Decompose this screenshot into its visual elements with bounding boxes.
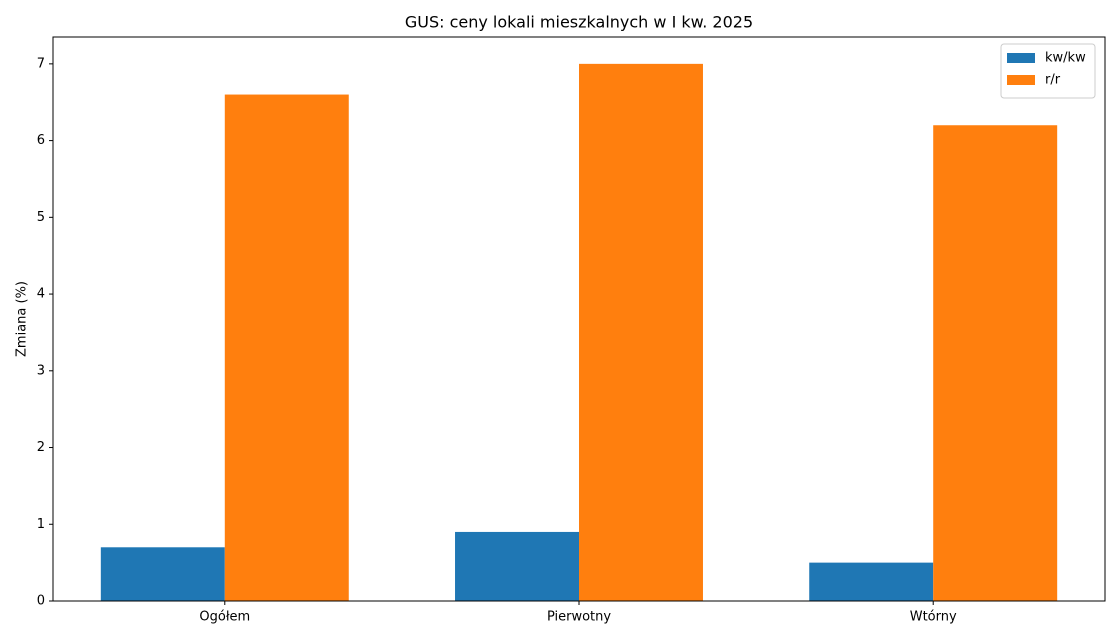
bar [809, 562, 934, 601]
bar [933, 125, 1058, 601]
x-tick-label: Ogółem [199, 610, 250, 625]
y-tick-label: 1 [37, 517, 45, 532]
bar [224, 94, 349, 601]
bar [455, 531, 579, 601]
y-tick-label: 2 [37, 440, 45, 455]
bar [579, 63, 703, 602]
x-tick-label: Wtórny [910, 610, 957, 625]
legend-swatch [1007, 53, 1035, 63]
legend-label: kw/kw [1045, 51, 1086, 66]
y-tick-label: 0 [37, 594, 45, 609]
y-axis-label: Zmiana (%) [15, 281, 30, 357]
x-tick-label: Pierwotny [547, 610, 611, 625]
y-tick-label: 6 [37, 133, 45, 148]
legend-swatch [1007, 75, 1035, 85]
bar [100, 547, 225, 601]
y-tick-label: 3 [37, 363, 45, 378]
plot-frame [52, 36, 1106, 602]
y-tick-label: 7 [37, 56, 45, 71]
chart-title: GUS: ceny lokali mieszkalnych w I kw. 20… [405, 13, 753, 32]
legend-label: r/r [1045, 73, 1061, 88]
y-tick-label: 5 [37, 210, 45, 225]
y-tick-label: 4 [37, 287, 45, 302]
